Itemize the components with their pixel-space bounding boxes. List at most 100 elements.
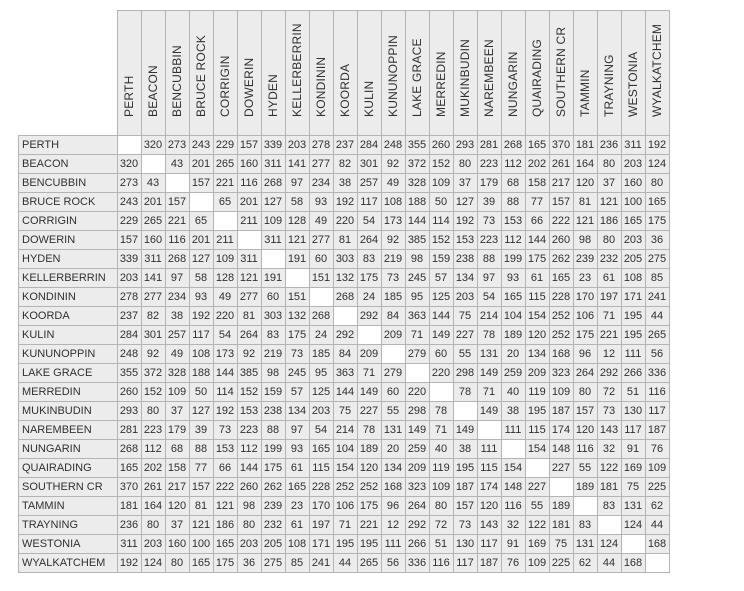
column-header: DOWERIN <box>236 10 262 136</box>
distance-cell: 116 <box>644 382 670 402</box>
distance-cell: 217 <box>164 477 190 497</box>
distance-cell: 128 <box>284 211 310 231</box>
row-header: PERTH <box>18 135 118 155</box>
diagonal-cell <box>188 192 214 212</box>
column-header-label: TAMMIN <box>578 69 592 117</box>
distance-cell: 115 <box>476 458 502 478</box>
distance-cell: 279 <box>380 363 406 383</box>
distance-cell: 284 <box>116 325 142 345</box>
distance-cell: 232 <box>596 249 622 269</box>
distance-cell: 92 <box>380 230 406 250</box>
distance-cell: 195 <box>452 458 478 478</box>
distance-cell: 109 <box>212 249 238 269</box>
distance-cell: 268 <box>116 439 142 459</box>
distance-cell: 85 <box>644 268 670 288</box>
distance-cell: 187 <box>452 477 478 497</box>
distance-cell: 273 <box>164 135 190 155</box>
distance-cell: 49 <box>212 287 238 307</box>
distance-cell: 260 <box>236 477 262 497</box>
distance-cell: 149 <box>428 325 454 345</box>
column-header: NUNGARIN <box>500 10 526 136</box>
distance-cell: 275 <box>644 249 670 269</box>
distance-cell: 80 <box>596 154 622 174</box>
distance-cell: 60 <box>260 287 286 307</box>
row-header: QUAIRADING <box>18 458 118 478</box>
distance-cell: 252 <box>548 325 574 345</box>
distance-cell: 189 <box>548 496 574 516</box>
distance-cell: 214 <box>476 306 502 326</box>
distance-cell: 187 <box>548 401 574 421</box>
distance-cell: 201 <box>236 192 262 212</box>
distance-cell: 40 <box>428 439 454 459</box>
distance-cell: 157 <box>548 192 574 212</box>
distance-cell: 122 <box>524 515 550 535</box>
distance-cell: 372 <box>404 154 430 174</box>
distance-cell: 116 <box>428 553 454 573</box>
distance-cell: 284 <box>356 135 382 155</box>
distance-cell: 160 <box>236 154 262 174</box>
column-header-label: WYALKATCHEM <box>650 23 664 117</box>
distance-cell: 260 <box>548 230 574 250</box>
distance-cell: 20 <box>500 344 526 364</box>
distance-cell: 58 <box>284 192 310 212</box>
distance-cell: 311 <box>260 154 286 174</box>
distance-cell: 311 <box>620 135 646 155</box>
distance-cell: 189 <box>500 325 526 345</box>
distance-cell: 132 <box>284 306 310 326</box>
distance-cell: 144 <box>212 363 238 383</box>
distance-cell: 61 <box>596 268 622 288</box>
column-header: MUKINBUDIN <box>452 10 478 136</box>
distance-cell: 265 <box>212 154 238 174</box>
distance-cell: 151 <box>284 287 310 307</box>
table-row: WYALKATCHEM 192 124 80 165 175 36 275 85 241 44 265… <box>18 553 670 573</box>
table-row: QUAIRADING 165 202 158 77 66 144 175 61 115 154 120… <box>18 458 670 478</box>
distance-cell: 192 <box>212 401 238 421</box>
distance-cell: 293 <box>452 135 478 155</box>
distance-cell: 61 <box>284 458 310 478</box>
distance-cell: 227 <box>524 477 550 497</box>
distance-cell: 157 <box>236 135 262 155</box>
column-header-label: DOWERIN <box>242 57 256 117</box>
distance-cell: 311 <box>116 534 142 554</box>
table-body: PERTH 320 273 243 229 157 339 203 278 237 284 248 35… <box>18 135 670 573</box>
distance-cell: 92 <box>236 344 262 364</box>
distance-cell: 121 <box>572 211 598 231</box>
distance-cell: 121 <box>236 268 262 288</box>
row-header: TRAYNING <box>18 515 118 535</box>
distance-cell: 181 <box>116 496 142 516</box>
distance-cell: 97 <box>284 173 310 193</box>
distance-cell: 49 <box>308 211 334 231</box>
distance-cell: 195 <box>524 401 550 421</box>
distance-cell: 170 <box>308 496 334 516</box>
distance-cell: 108 <box>188 344 214 364</box>
distance-cell: 221 <box>212 173 238 193</box>
distance-cell: 38 <box>500 401 526 421</box>
distance-cell: 195 <box>620 325 646 345</box>
distance-cell: 51 <box>620 382 646 402</box>
distance-cell: 264 <box>572 363 598 383</box>
distance-cell: 131 <box>380 420 406 440</box>
distance-cell: 227 <box>452 325 478 345</box>
distance-cell: 32 <box>596 439 622 459</box>
distance-cell: 112 <box>236 439 262 459</box>
distance-cell: 78 <box>476 325 502 345</box>
distance-cell: 202 <box>524 154 550 174</box>
distance-cell: 239 <box>260 496 286 516</box>
distance-cell: 81 <box>332 230 358 250</box>
distance-cell: 134 <box>284 401 310 421</box>
distance-cell: 109 <box>428 173 454 193</box>
column-header: TAMMIN <box>572 10 598 136</box>
diagonal-cell <box>572 496 598 516</box>
distance-cell: 71 <box>596 306 622 326</box>
distance-cell: 268 <box>164 249 190 269</box>
distance-cell: 54 <box>356 211 382 231</box>
distance-cell: 221 <box>356 515 382 535</box>
distance-cell: 154 <box>332 458 358 478</box>
table-row: KULIN 284 301 257 117 54 264 83 175 24 292 209 71 149… <box>18 325 670 345</box>
distance-cell: 98 <box>236 496 262 516</box>
column-header-label: NUNGARIN <box>506 51 520 117</box>
distance-cell: 128 <box>212 268 238 288</box>
distance-cell: 38 <box>452 439 478 459</box>
distance-cell: 189 <box>356 439 382 459</box>
distance-cell: 277 <box>140 287 166 307</box>
